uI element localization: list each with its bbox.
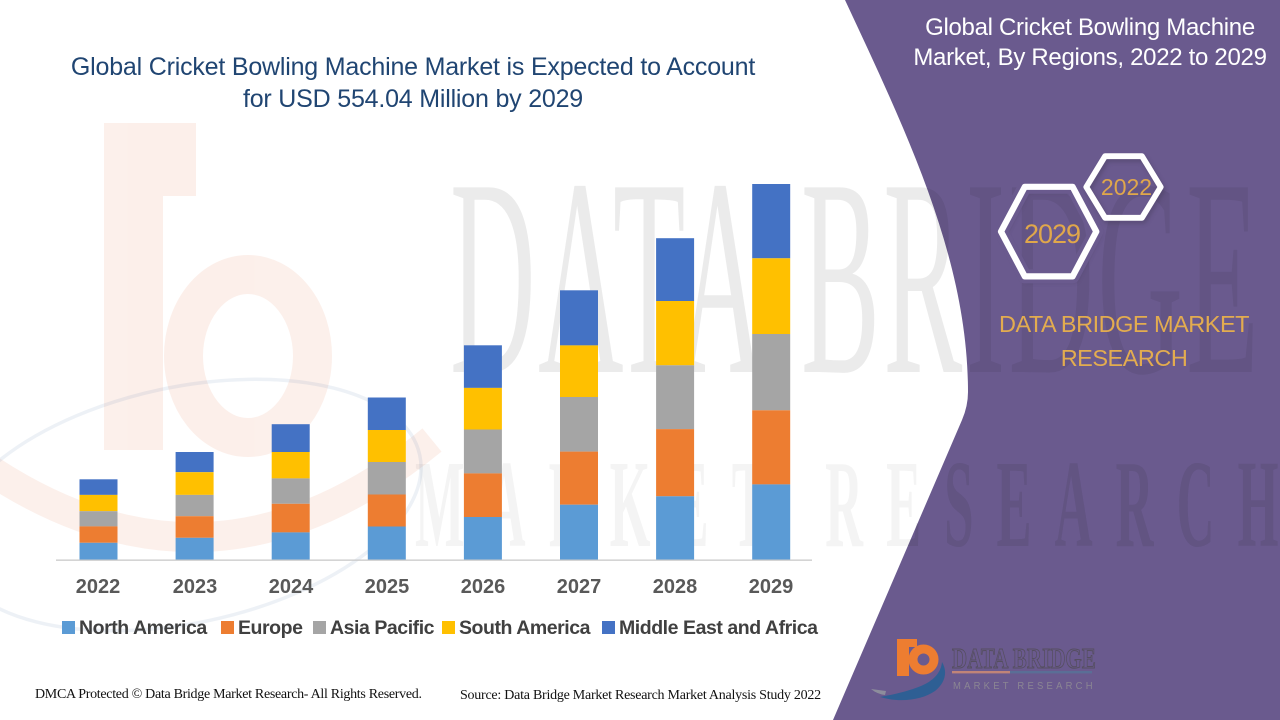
svg-text:MARKET RESEARCH: MARKET RESEARCH xyxy=(953,681,1096,693)
svg-text:MARKET RESEARCH: MARKET RESEARCH xyxy=(415,435,1280,573)
svg-text:DATA: DATA xyxy=(450,120,766,433)
svg-text:DATA BRIDGE: DATA BRIDGE xyxy=(952,643,1096,675)
